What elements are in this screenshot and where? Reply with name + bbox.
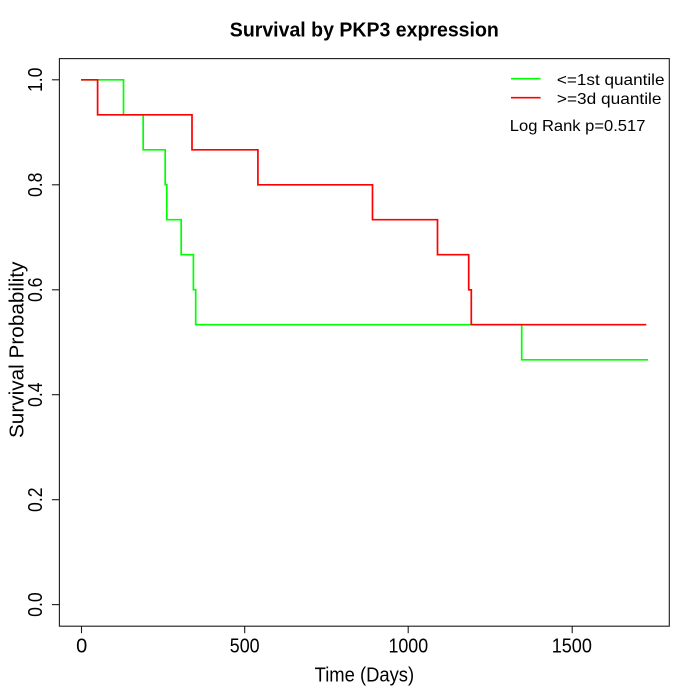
svg-text:0: 0 — [76, 636, 87, 658]
svg-text:0.2: 0.2 — [25, 487, 47, 512]
svg-text:Survival Probability: Survival Probability — [7, 262, 29, 439]
svg-text:0.0: 0.0 — [25, 592, 47, 617]
svg-text:1500: 1500 — [552, 636, 592, 658]
svg-text:Log Rank p=0.517: Log Rank p=0.517 — [510, 118, 646, 135]
svg-text:Time (Days): Time (Days) — [315, 665, 415, 687]
svg-text:1.0: 1.0 — [25, 68, 47, 93]
svg-text:500: 500 — [230, 636, 260, 658]
svg-text:1000: 1000 — [389, 636, 429, 658]
svg-text:<=1st quantile: <=1st quantile — [557, 72, 665, 89]
svg-text:Survival by PKP3 expression: Survival by PKP3 expression — [230, 20, 499, 42]
svg-text:>=3d quantile: >=3d quantile — [557, 91, 662, 108]
svg-text:0.8: 0.8 — [25, 173, 47, 198]
svg-text:0.6: 0.6 — [25, 278, 47, 303]
svg-text:0.4: 0.4 — [25, 382, 47, 407]
